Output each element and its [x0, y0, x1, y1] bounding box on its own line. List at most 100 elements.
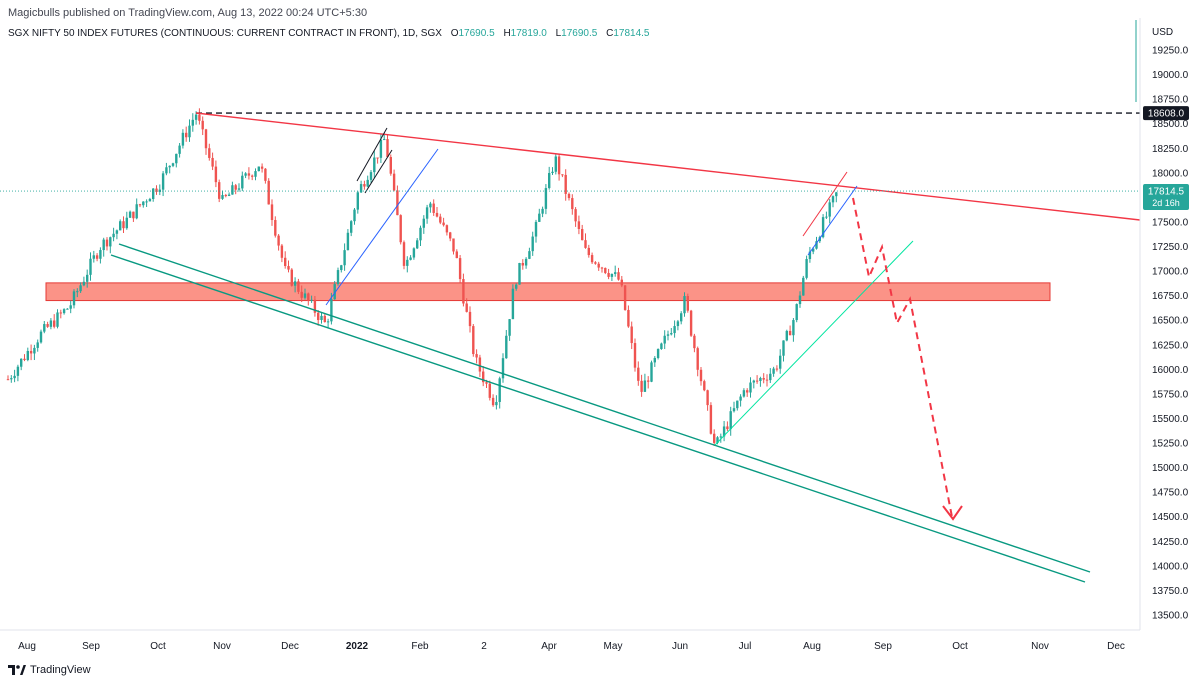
- candle: [633, 338, 637, 372]
- candle: [267, 178, 270, 205]
- candle: [396, 185, 399, 216]
- candle: [508, 319, 511, 341]
- candle-body: [191, 119, 194, 126]
- candle: [472, 324, 475, 357]
- time-tick-label: May: [604, 641, 623, 652]
- candle: [779, 349, 782, 374]
- candle: [594, 261, 597, 265]
- candle: [406, 256, 409, 273]
- candle-body: [614, 272, 617, 274]
- candle-body: [125, 217, 128, 229]
- candle: [376, 157, 379, 164]
- candle-body: [792, 320, 795, 336]
- candle-body: [561, 174, 564, 176]
- time-tick-label: Jul: [739, 641, 752, 652]
- candle: [95, 253, 99, 262]
- candle: [254, 168, 257, 181]
- candle-body: [251, 175, 254, 177]
- candle-body: [185, 132, 188, 138]
- candle: [419, 225, 422, 246]
- candle-body: [198, 114, 201, 121]
- candle-body: [455, 251, 458, 259]
- close-value: 17814.5: [613, 28, 650, 39]
- price-chart[interactable]: USD 19250.0 19000.0 18750.0 18500.0 18250.0 18…: [0, 0, 1200, 660]
- price-tick-label: 17250.0: [1152, 242, 1189, 253]
- tradingview-footer[interactable]: TradingView: [8, 664, 91, 676]
- candle-body: [79, 285, 82, 292]
- candle: [392, 169, 396, 192]
- candle-body: [257, 166, 260, 172]
- candle: [696, 346, 699, 377]
- candle-body: [396, 190, 399, 216]
- candle-body: [798, 295, 802, 305]
- candle-body: [557, 156, 561, 175]
- candle: [683, 292, 686, 317]
- candle: [122, 216, 125, 233]
- candle: [188, 119, 191, 142]
- candle-body: [759, 377, 762, 382]
- candle-body: [402, 242, 406, 266]
- candle: [148, 197, 152, 202]
- candle-body: [161, 173, 165, 190]
- candle: [16, 364, 20, 382]
- candle-body: [66, 308, 69, 310]
- candle-body: [828, 202, 831, 217]
- price-tick-label: 14500.0: [1152, 512, 1189, 523]
- candle-body: [208, 148, 211, 158]
- candle: [788, 325, 792, 336]
- candle-body: [109, 237, 112, 247]
- candle-body: [59, 312, 62, 314]
- candle: [765, 374, 769, 387]
- candle: [300, 285, 303, 303]
- candle-body: [551, 171, 554, 174]
- candle: [785, 329, 788, 342]
- candle-body: [689, 310, 693, 336]
- candle: [152, 187, 155, 202]
- candle-body: [290, 269, 293, 286]
- candle: [363, 180, 366, 190]
- candle: [627, 305, 630, 328]
- candle-body: [115, 230, 119, 234]
- candle-body: [277, 235, 280, 246]
- candle-body: [383, 139, 386, 141]
- candle-body: [62, 309, 66, 314]
- price-tick-label: 16750.0: [1152, 291, 1189, 302]
- candle: [670, 328, 673, 336]
- candle: [128, 210, 132, 218]
- candle-body: [429, 203, 432, 208]
- candle-body: [29, 350, 33, 354]
- candle: [825, 211, 828, 220]
- time-tick-label: Aug: [803, 641, 821, 652]
- candle-body: [264, 168, 267, 181]
- candle-body: [297, 281, 300, 292]
- candle-body: [181, 132, 185, 146]
- candle-body: [769, 373, 772, 381]
- candle: [317, 310, 320, 326]
- candle-body: [729, 411, 732, 430]
- candle: [521, 259, 524, 270]
- candle: [201, 116, 204, 136]
- candle-body: [567, 193, 571, 199]
- candle: [323, 313, 326, 323]
- candle-body: [746, 390, 749, 393]
- candle: [795, 303, 798, 323]
- rising-blue-trendline: [325, 148, 439, 306]
- candle: [293, 277, 297, 293]
- candle-body: [155, 188, 158, 192]
- candle-body: [178, 145, 181, 154]
- candle-body: [406, 259, 409, 266]
- candle-body: [835, 192, 838, 197]
- candle: [663, 330, 666, 350]
- candle-body: [389, 157, 392, 174]
- candle-body: [656, 349, 660, 358]
- candle-body: [422, 218, 425, 228]
- candle: [491, 394, 495, 407]
- candle: [439, 213, 442, 225]
- candle-body: [267, 180, 270, 205]
- time-tick-label: 2: [481, 641, 487, 652]
- candle-body: [33, 347, 36, 354]
- candle-body: [670, 333, 673, 335]
- candle-body: [521, 262, 524, 266]
- candle-body: [653, 357, 656, 363]
- candle: [69, 300, 72, 314]
